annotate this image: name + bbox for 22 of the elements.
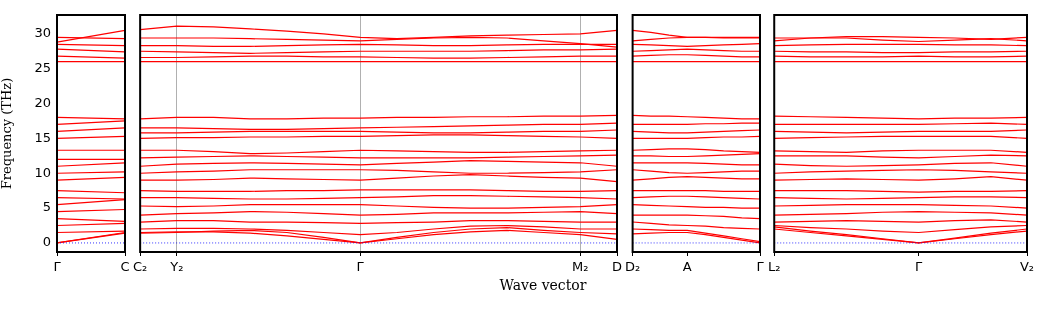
y-axis-title: Frequency (THz) bbox=[0, 77, 15, 190]
x-tick-label: D bbox=[611, 259, 623, 275]
y-tick-label: 25 bbox=[34, 60, 51, 76]
x-tick-label: Γ bbox=[756, 259, 765, 275]
y-tick-label: 30 bbox=[34, 25, 51, 41]
x-tick-label: Y₂ bbox=[169, 259, 184, 275]
y-tick-label: 0 bbox=[42, 234, 51, 250]
x-tick-label: Γ bbox=[356, 259, 365, 275]
x-tick-label: V₂ bbox=[1019, 259, 1035, 275]
x-tick-label: Γ bbox=[915, 259, 924, 275]
x-tick-label: M₂ bbox=[572, 259, 589, 275]
x-tick-label: A bbox=[682, 259, 692, 275]
y-tick-label: 20 bbox=[34, 94, 51, 110]
x-axis-title: Wave vector bbox=[498, 277, 588, 293]
x-tick-label: C₂ bbox=[133, 259, 148, 275]
x-tick-label: D₂ bbox=[624, 259, 641, 275]
y-tick-label: 5 bbox=[42, 199, 51, 215]
x-tick-label: Γ bbox=[53, 259, 62, 275]
y-tick-label: 15 bbox=[34, 129, 51, 145]
x-tick-label: C bbox=[120, 259, 130, 275]
x-tick-label: L₂ bbox=[767, 259, 781, 275]
y-tick-label: 10 bbox=[34, 164, 51, 180]
